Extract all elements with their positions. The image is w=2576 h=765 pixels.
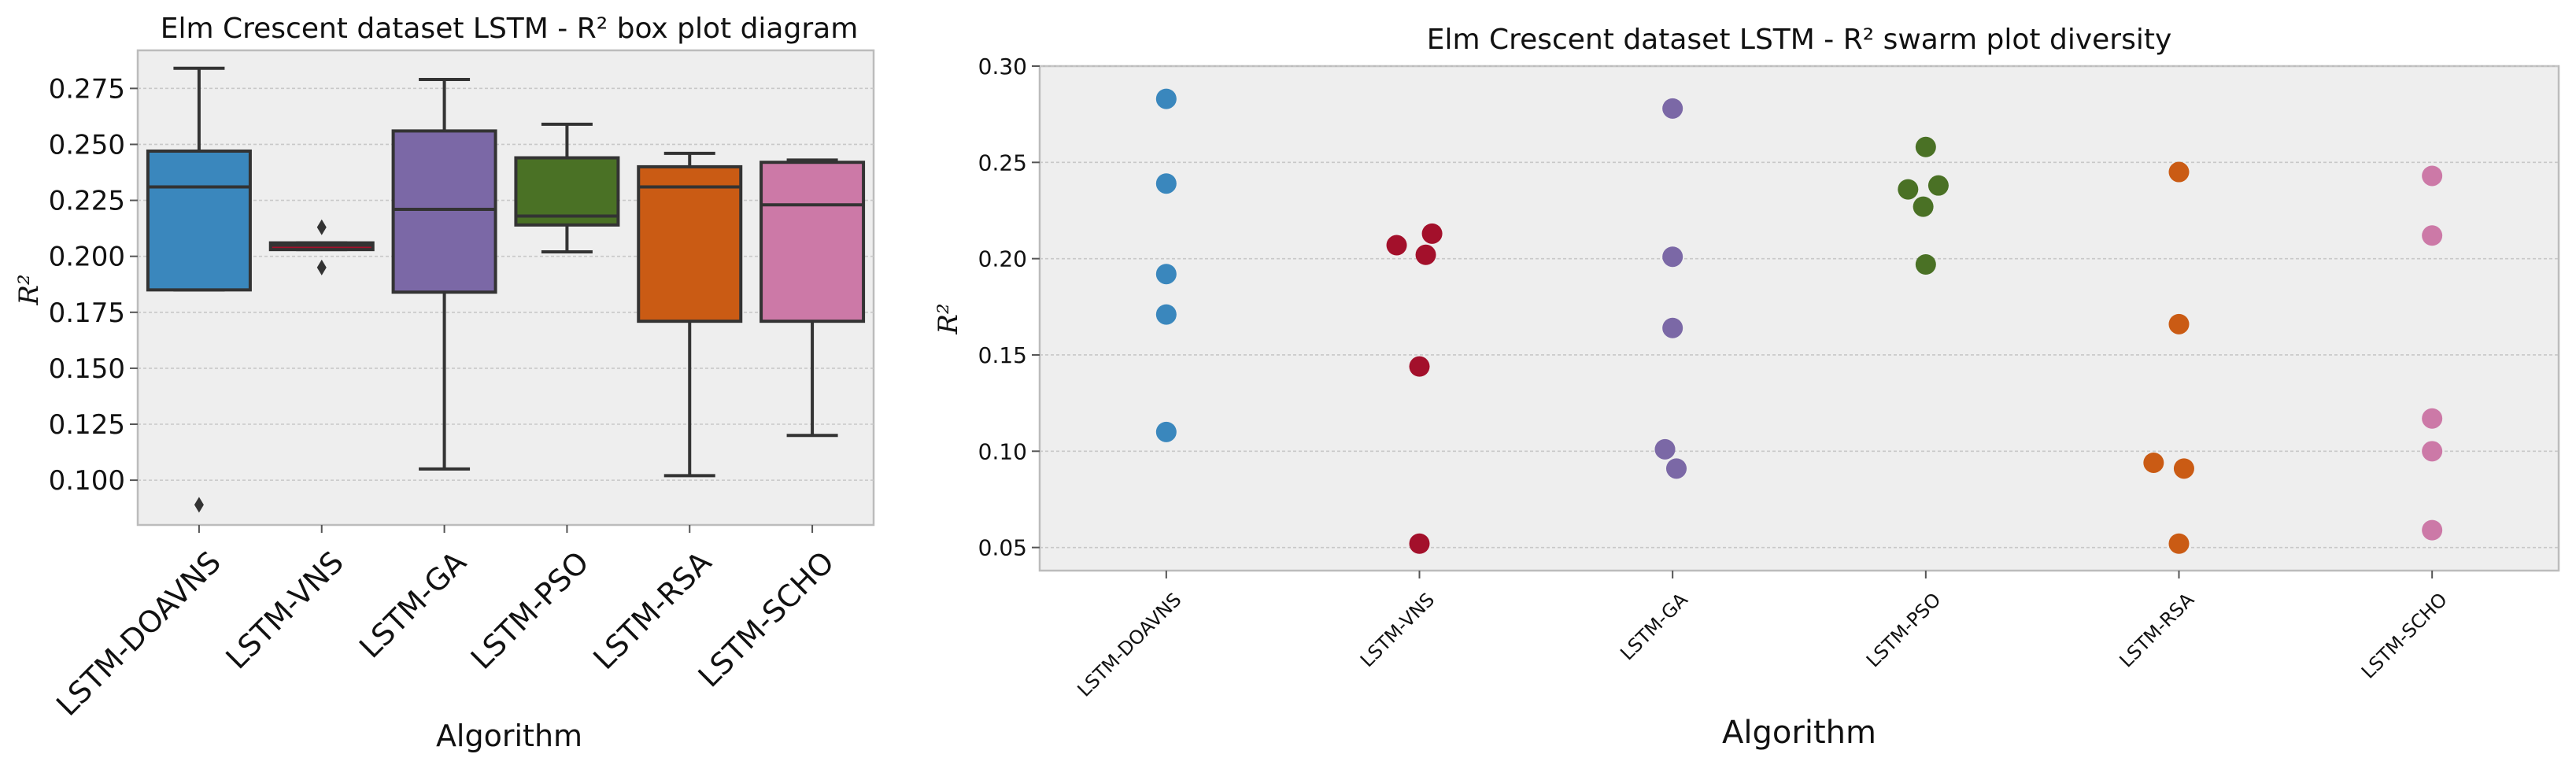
box-x-tick-label-group: LSTM-VNS (220, 545, 350, 675)
swarm-point-lstm-rsa (2168, 313, 2190, 334)
swarm-x-tick-label-group: LSTM-RSA (2116, 588, 2199, 671)
swarm-x-tick-label: LSTM-PSO (1862, 589, 1946, 672)
swarm-plot-marks (1155, 88, 2443, 554)
swarm-point-lstm-doavns (1155, 88, 1177, 109)
box-lstm-doavns (146, 149, 252, 292)
swarm-point-lstm-scho (2422, 408, 2443, 429)
box-x-tick-label-group: LSTM-GA (353, 545, 473, 665)
swarm-point-lstm-vns (1421, 223, 1443, 244)
swarm-plot-x-tick-labels: LSTM-DOAVNS LSTM-VNS LSTM-GA LSTM-PSO LSTM-R… (1074, 588, 2452, 700)
swarm-x-tick-label: LSTM-VNS (1356, 589, 1439, 671)
box-x-tick-label-group: LSTM-RSA (586, 545, 718, 676)
box-lstm-ga (391, 129, 497, 294)
swarm-point-lstm-vns (1386, 235, 1407, 256)
swarm-point-lstm-rsa (2143, 452, 2164, 473)
box-plot-x-axis-label: Algorithm (436, 719, 582, 753)
swarm-point-lstm-scho (2422, 441, 2443, 462)
swarm-point-lstm-pso (1915, 253, 1936, 275)
box-plot-title: Elm Crescent dataset LSTM - R² box plot … (161, 13, 859, 45)
swarm-x-tick-label-group: LSTM-PSO (1862, 589, 1946, 672)
swarm-x-tick-label: LSTM-GA (1616, 588, 1692, 664)
box-lstm-scho (759, 161, 866, 323)
swarm-plot-gridlines (1032, 65, 2559, 578)
swarm-point-lstm-pso (1913, 196, 1934, 217)
swarm-point-lstm-ga (1654, 438, 1676, 460)
swarm-y-tick-label: 0.10 (978, 438, 1027, 464)
swarm-point-lstm-doavns (1155, 173, 1177, 194)
box-y-tick-label: 0.225 (49, 186, 125, 217)
swarm-point-lstm-doavns (1155, 421, 1177, 442)
swarm-point-lstm-doavns (1155, 304, 1177, 325)
box-x-tick-label: LSTM-PSO (464, 545, 596, 676)
swarm-point-lstm-pso (1898, 179, 1919, 200)
swarm-y-tick-label: 0.15 (978, 342, 1027, 368)
swarm-plot-x-axis-label: Algorithm (1722, 715, 1876, 751)
box-x-tick-label: LSTM-DOAVNS (50, 545, 227, 722)
swarm-point-lstm-vns (1409, 356, 1430, 377)
swarm-x-tick-label: LSTM-SCHO (2357, 589, 2452, 683)
swarm-plot-title: Elm Crescent dataset LSTM - R² swarm plo… (1427, 24, 2172, 56)
swarm-point-lstm-ga (1662, 246, 1683, 268)
swarm-plot-chart: 0.050.100.150.200.250.30 LSTM-DOAVNS LSTM… (933, 24, 2560, 751)
box-y-tick-label: 0.175 (49, 298, 125, 329)
swarm-point-lstm-doavns (1155, 264, 1177, 285)
swarm-y-tick-label: 0.05 (978, 535, 1027, 561)
swarm-point-lstm-scho (2422, 519, 2443, 541)
swarm-point-lstm-ga (1662, 317, 1683, 338)
swarm-x-tick-label-group: LSTM-VNS (1356, 589, 1439, 671)
swarm-point-lstm-rsa (2173, 458, 2194, 479)
swarm-x-tick-label-group: LSTM-GA (1616, 588, 1692, 664)
swarm-y-tick-label: 0.25 (978, 150, 1027, 176)
box-plot-gridlines (130, 87, 874, 533)
swarm-y-tick-label: 0.30 (978, 54, 1027, 79)
swarm-point-lstm-scho (2422, 165, 2443, 187)
swarm-point-lstm-pso (1927, 175, 1949, 196)
box-y-tick-label: 0.100 (49, 465, 125, 497)
box-y-tick-label: 0.200 (49, 242, 125, 273)
box-x-tick-label: LSTM-VNS (220, 545, 350, 675)
box-outlier-lstm-doavns (194, 497, 204, 513)
box-plot-y-tick-labels: 0.100 0.125 0.150 0.175 0.200 0.225 0.250 0.275 (49, 73, 125, 497)
swarm-plot-y-axis-label: R² (933, 303, 964, 334)
swarm-point-lstm-rsa (2168, 161, 2190, 183)
swarm-x-tick-label: LSTM-RSA (2116, 588, 2199, 671)
box-y-tick-label: 0.275 (49, 73, 125, 105)
swarm-point-lstm-vns (1409, 533, 1430, 554)
box-plot-chart: 0.100 0.125 0.150 0.175 0.200 0.225 0.250 0.275… (13, 13, 875, 753)
box-plot-marks (146, 66, 866, 513)
box-plot-y-axis-label: R² (13, 274, 45, 305)
box-outlier-lstm-vns (316, 219, 327, 235)
swarm-point-lstm-rsa (2168, 533, 2190, 554)
box-lstm-pso (514, 156, 620, 227)
swarm-plot-y-tick-labels: 0.05 0.10 0.15 0.20 0.25 0.30 (978, 54, 1027, 561)
swarm-plot-area (1038, 65, 2560, 572)
swarm-point-lstm-ga (1662, 98, 1683, 119)
swarm-point-lstm-ga (1665, 458, 1687, 479)
swarm-x-tick-label-group: LSTM-DOAVNS (1074, 589, 1186, 701)
swarm-x-tick-label: LSTM-DOAVNS (1074, 589, 1186, 701)
box-lstm-rsa (637, 164, 743, 323)
box-outlier-lstm-vns (316, 259, 327, 275)
box-x-tick-label: LSTM-GA (353, 545, 473, 665)
box-y-tick-label: 0.125 (49, 409, 125, 441)
box-y-tick-label: 0.250 (49, 129, 125, 161)
box-x-tick-label: LSTM-RSA (586, 545, 718, 676)
box-x-tick-label-group: LSTM-DOAVNS (50, 545, 227, 722)
swarm-x-tick-label-group: LSTM-SCHO (2357, 589, 2452, 683)
box-plot-area (136, 49, 875, 527)
swarm-y-tick-label: 0.20 (978, 246, 1027, 272)
swarm-point-lstm-pso (1915, 136, 1936, 157)
swarm-point-lstm-vns (1415, 244, 1436, 265)
box-y-tick-label: 0.150 (49, 353, 125, 385)
box-x-tick-label-group: LSTM-PSO (464, 545, 596, 676)
swarm-point-lstm-scho (2422, 225, 2443, 246)
